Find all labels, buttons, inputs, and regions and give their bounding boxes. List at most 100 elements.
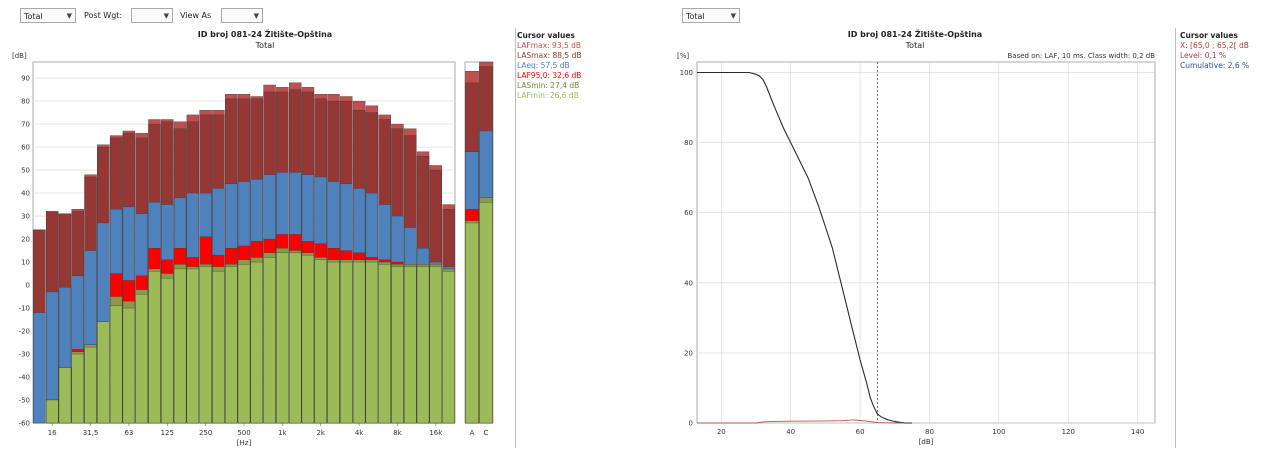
- left-chart-title: ID broj 081-24 Žitište-Opština: [197, 30, 333, 39]
- y-tick-label: 10: [21, 259, 30, 267]
- y-tick-label: 60: [684, 209, 693, 217]
- y-tick-label: 90: [21, 75, 30, 83]
- overall-bar-lafmin: [465, 222, 479, 424]
- chevron-down-icon: ▼: [163, 12, 169, 20]
- band-bar-lafmin: [71, 353, 84, 424]
- band-bar-laeq: [33, 312, 46, 424]
- x-tick-label: 16: [48, 429, 57, 437]
- right-cursor-separator: [1175, 28, 1176, 448]
- band-bar-lafmin: [173, 268, 187, 424]
- total-select-right[interactable]: Total ▼: [682, 8, 740, 23]
- y-tick-label: -20: [19, 328, 30, 336]
- right-cursor-values: Cursor values X: [65,0 ; 65,2[ dB Level: …: [1180, 31, 1249, 71]
- x-axis-label: [dB]: [919, 438, 934, 446]
- band-bar-lafmin: [301, 254, 315, 424]
- view-as-label: View As: [180, 11, 212, 20]
- band-bar-lafmin: [442, 271, 455, 424]
- based-on-note: Based on: LAF, 10 ms. Class width: 0,2 d…: [1007, 52, 1155, 60]
- x-tick-label: 63: [124, 429, 133, 437]
- chevron-down-icon: ▼: [66, 12, 72, 20]
- line-plot-area: [696, 61, 1156, 424]
- y-tick-label: 20: [684, 349, 693, 357]
- x-axis-label: [Hz]: [237, 439, 252, 447]
- x-tick-label: 20: [717, 428, 726, 436]
- y-tick-label: 80: [21, 98, 30, 106]
- band-bar-lafmin: [340, 261, 353, 424]
- x-tick-label: 16k: [429, 429, 443, 437]
- overall-tick-label: A: [470, 429, 475, 437]
- y-tick-label: 0: [26, 282, 30, 290]
- left-chart-subtitle: Total: [255, 41, 275, 50]
- band-bar-lafmin: [288, 252, 302, 424]
- band-bar-lafmin: [327, 261, 340, 424]
- x-tick-label: 80: [925, 428, 934, 436]
- right-cursor-item: Cumulative: 2,6 %: [1180, 61, 1250, 70]
- band-bar-lafmin: [416, 266, 430, 424]
- left-cursor-item: LASmin: 27,4 dB: [517, 81, 580, 90]
- right-cursor-item: Level: 0,1 %: [1180, 51, 1227, 60]
- x-tick-label: 2k: [316, 429, 325, 437]
- post-wgt-select[interactable]: ▼: [131, 8, 173, 23]
- y-axis-label: [dB]: [12, 52, 27, 60]
- band-bar-lafmin: [46, 399, 59, 424]
- left-cursor-item: LAeq: 57,5 dB: [517, 61, 570, 70]
- band-bar-lafmin: [122, 307, 136, 424]
- y-tick-label: 20: [21, 236, 30, 244]
- x-tick-label: 40: [786, 428, 795, 436]
- left-cursor-item: LASmax: 88,5 dB: [517, 51, 582, 60]
- y-tick-label: -40: [19, 374, 30, 382]
- x-tick-label: 250: [199, 429, 212, 437]
- view-as-select[interactable]: ▼: [221, 8, 263, 23]
- left-cursor-item: LAFmin: 26,6 dB: [517, 91, 579, 100]
- total-select-left-value: Total: [24, 12, 43, 21]
- band-bar-lafmin: [429, 266, 442, 424]
- band-bar-lafmin: [135, 294, 148, 424]
- y-tick-label: 30: [21, 213, 30, 221]
- right-cursor-header: Cursor values: [1180, 31, 1238, 40]
- band-bar-lafmin: [97, 321, 110, 424]
- left-cursor-item: LAF95,0: 32,6 dB: [517, 71, 582, 80]
- left-cursor-item: LAFmax: 93,5 dB: [517, 41, 582, 50]
- chevron-down-icon: ▼: [730, 12, 736, 20]
- band-bar-lafmin: [314, 259, 327, 424]
- y-tick-label: 70: [21, 121, 30, 129]
- band-bar-lafmin: [250, 261, 263, 424]
- right-chart-subtitle: Total: [905, 41, 925, 50]
- x-tick-label: 100: [992, 428, 1005, 436]
- total-select-left[interactable]: Total ▼: [20, 8, 76, 23]
- left-cursor-separator: [515, 28, 516, 448]
- x-tick-label: 125: [161, 429, 174, 437]
- band-bar-lafmin: [212, 271, 225, 424]
- x-tick-label: 1k: [278, 429, 287, 437]
- x-tick-label: 120: [1062, 428, 1075, 436]
- x-tick-label: 4k: [355, 429, 364, 437]
- total-select-right-value: Total: [686, 12, 705, 21]
- y-tick-label: 50: [21, 167, 30, 175]
- band-bar-lafmin: [225, 266, 238, 424]
- right-chart-title: ID broj 081-24 Žitište-Opština: [847, 30, 983, 39]
- left-cursor-header: Cursor values: [517, 31, 575, 40]
- band-bar-lafmin: [186, 268, 200, 424]
- level-series-line: [697, 419, 902, 424]
- spectrum-bar-chart: -60 -50 -40 -30 -20 -10 0 10 20 30 40 50 60 70 80 90 [dB…: [12, 52, 494, 447]
- y-tick-label: 80: [684, 139, 693, 147]
- post-wgt-label: Post Wgt:: [84, 11, 123, 20]
- y-tick-label: -50: [19, 397, 30, 405]
- x-tick-label: 8k: [393, 429, 402, 437]
- y-tick-label: -10: [19, 305, 30, 313]
- y-tick-label: 60: [21, 144, 30, 152]
- band-bar-lafmin: [378, 264, 391, 424]
- y-tick-label: 0: [689, 420, 693, 428]
- y-tick-label: 100: [680, 69, 693, 77]
- band-bar-lafmin: [391, 266, 404, 424]
- overall-tick-label: C: [484, 429, 489, 437]
- band-bar-lafmin: [199, 266, 212, 424]
- band-bar-lafmin: [161, 277, 174, 424]
- band-bar-lafmin: [148, 271, 161, 424]
- x-tick-label: 31,5: [83, 429, 99, 437]
- cumulative-series-line: [697, 71, 913, 424]
- band-bar-lafmin: [276, 252, 289, 424]
- band-bar-lafmin: [109, 305, 123, 424]
- left-cursor-values: Cursor values LAFmax: 93,5 dB LASmax: 88,…: [517, 31, 581, 101]
- band-bar-lafmin: [263, 257, 276, 424]
